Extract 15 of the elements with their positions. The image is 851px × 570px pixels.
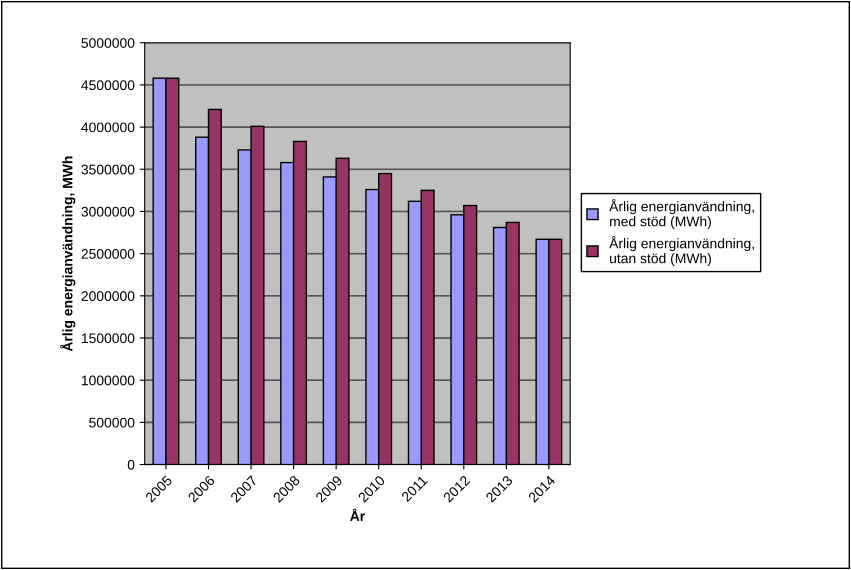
y-tick-label: 3000000 (81, 206, 134, 217)
legend-label: Årlig energianvändning, med stöd (MWh) (609, 199, 754, 230)
y-tick-label: 1500000 (82, 333, 134, 344)
y-tick-label: 500000 (89, 418, 134, 428)
y-tick-label: 2000000 (82, 291, 134, 301)
y-axis-title: Årlig energianvändning, MWh (60, 156, 76, 352)
legend-label: Årlig energianvändning, utan stöd (MWh) (609, 236, 754, 266)
y-tick-label: 2500000 (82, 248, 134, 259)
y-tick-label: 0 (128, 460, 134, 470)
y-tick-label: 1000000 (82, 376, 134, 386)
y-tick-label: 4500000 (81, 80, 134, 90)
x-axis-title: År (350, 508, 365, 521)
y-tick-label: 3500000 (81, 164, 134, 174)
y-tick-label: 5000000 (81, 38, 134, 48)
y-tick-label: 4000000 (81, 122, 134, 132)
